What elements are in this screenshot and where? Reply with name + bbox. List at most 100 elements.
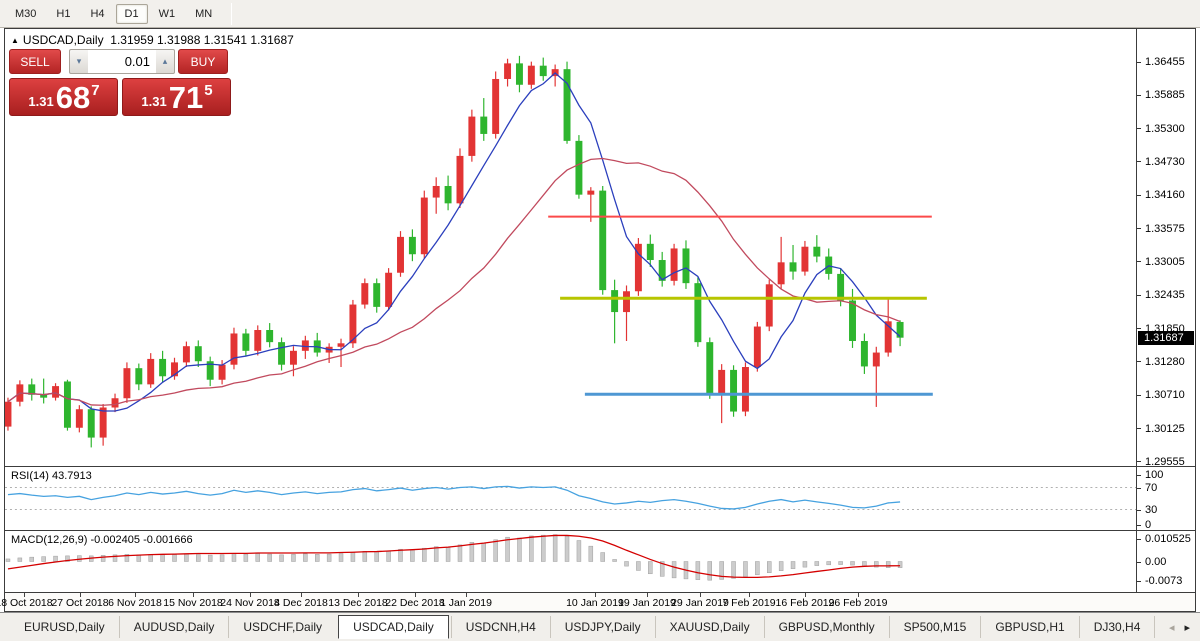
price-axis-tick	[1137, 394, 1141, 396]
price-axis-tick	[1137, 61, 1141, 63]
buy-button[interactable]: BUY	[178, 49, 228, 74]
timeframe-button-d1[interactable]: D1	[115, 3, 148, 24]
date-axis-tick	[700, 593, 701, 597]
chart-tab-bar: EURUSD,Daily AUDUSD,Daily USDCHF,Daily USDC…	[0, 612, 1200, 641]
date-axis-label: 26 Feb 2019	[828, 597, 888, 609]
date-axis-label: 15 Nov 2018	[163, 597, 223, 609]
price-axis-tick	[1137, 194, 1141, 196]
date-scale[interactable]: 18 Oct 2018 27 Oct 2018 6 Nov 2018 15 Nov 2…	[0, 593, 1195, 611]
rsi-pane[interactable]: RSI(14) 43.7913	[5, 467, 1137, 531]
buy-price-main: 71	[168, 80, 204, 115]
sell-price-panel[interactable]: 1.31 68 7	[9, 78, 118, 116]
chart-tab-dj30-h4[interactable]: DJ30,H4	[1078, 616, 1155, 638]
timeframe-toolbar: M30 H1 H4 D1 W1 MN	[0, 0, 1200, 28]
rsi-axis-tick	[1137, 487, 1141, 489]
chart-tab-sp500-m15[interactable]: SP500,M15	[888, 616, 981, 638]
sell-price-main: 68	[55, 80, 91, 115]
price-axis-label: 1.36455	[1145, 56, 1185, 68]
rsi-label: RSI(14) 43.7913	[11, 470, 92, 482]
volume-input[interactable]	[88, 49, 156, 74]
timeframe-button-mn[interactable]: MN	[195, 7, 213, 20]
toolbar-separator	[231, 2, 233, 25]
tabs-scroll-left-button[interactable]: ◂	[1168, 621, 1175, 634]
price-axis-label: 1.35885	[1145, 89, 1185, 102]
macd-pane[interactable]: MACD(12,26,9) -0.002405 -0.001666	[5, 531, 1137, 593]
macd-label: MACD(12,26,9) -0.002405 -0.001666	[11, 534, 193, 546]
date-axis-label: 18 Oct 2018	[0, 597, 53, 609]
date-axis-label: 6 Nov 2018	[108, 597, 162, 609]
one-click-panel-toggle-icon[interactable]: ▲	[11, 36, 19, 45]
candlestick-chart[interactable]	[5, 29, 1136, 466]
date-axis-tick	[858, 593, 859, 597]
chart-window: ▲ USDCAD,Daily 1.31959 1.31988 1.31541 1.…	[0, 28, 1196, 612]
rsi-chart[interactable]	[5, 467, 1136, 530]
chart-tab-xauusd-daily[interactable]: XAUUSD,Daily	[654, 616, 764, 638]
macd-axis-label: 0.010525	[1145, 533, 1191, 545]
timeframe-button-m30[interactable]: M30	[15, 7, 37, 20]
price-chart-pane[interactable]: ▲ USDCAD,Daily 1.31959 1.31988 1.31541 1.…	[5, 29, 1137, 467]
chart-tab-usdjpy-daily[interactable]: USDJPY,Daily	[549, 616, 655, 638]
chart-tab-usdchf-daily[interactable]: USDCHF,Daily	[228, 616, 336, 638]
date-axis-tick	[466, 593, 467, 597]
sell-price-prefix: 1.31	[28, 94, 54, 109]
date-axis-label: 4 Dec 2018	[274, 597, 328, 609]
price-axis-label: 1.34730	[1145, 155, 1185, 168]
rsi-axis-label: 0	[1145, 519, 1152, 531]
date-axis-tick	[595, 593, 596, 597]
price-axis-tick	[1137, 328, 1141, 330]
date-axis-label: 29 Jan 2019	[671, 597, 729, 609]
chart-tab-audusd-daily[interactable]: AUDUSD,Daily	[118, 616, 229, 638]
price-scale[interactable]: 1.36455 1.35885 1.35300 1.34730 1.34160 1.335…	[1137, 29, 1195, 467]
chart-tab-gbpusd-h1[interactable]: GBPUSD,H1	[980, 616, 1078, 638]
macd-scale[interactable]: 0.010525 0.00 -0.0073	[1137, 531, 1195, 593]
price-axis-tick	[1137, 228, 1141, 230]
chart-title: ▲ USDCAD,Daily 1.31959 1.31988 1.31541 1.…	[11, 33, 294, 47]
timeframe-button-h4[interactable]: H4	[90, 7, 105, 20]
macd-axis-tick	[1137, 539, 1141, 540]
chevron-down-icon: ▾	[76, 56, 82, 66]
volume-decrease-button[interactable]: ▾	[69, 49, 88, 74]
date-axis-tick	[80, 593, 81, 597]
macd-signal-line	[7, 534, 901, 578]
date-axis-label: 27 Oct 2018	[51, 597, 109, 609]
tabs-scroll-right-button[interactable]: ▸	[1184, 621, 1190, 634]
chart-tab-gbpusd-monthly[interactable]: GBPUSD,Monthly	[763, 616, 889, 638]
price-axis-label: 1.29555	[1145, 455, 1185, 467]
price-axis-label: 1.33575	[1145, 222, 1185, 235]
volume-increase-button[interactable]: ▴	[156, 49, 175, 74]
rsi-axis-tick	[1137, 475, 1141, 476]
chart-title-ohlc: 1.31959 1.31988 1.31541 1.31687	[110, 33, 294, 47]
price-axis-tick	[1137, 161, 1141, 163]
timeframe-button-h1[interactable]: H1	[56, 7, 71, 20]
date-axis-label: 10 Jan 2019	[566, 597, 624, 609]
timeframe-button-w1[interactable]: W1	[158, 7, 176, 20]
price-axis-label: 1.32435	[1145, 289, 1185, 302]
rsi-axis-label: 100	[1145, 469, 1164, 481]
buy-price-pip: 5	[204, 82, 213, 99]
date-axis-label: 22 Dec 2018	[385, 597, 445, 609]
date-axis-tick	[805, 593, 806, 597]
rsi-axis-label: 30	[1145, 504, 1158, 517]
candles-group	[5, 55, 904, 448]
price-axis-tick	[1137, 294, 1141, 296]
chart-tab-usdcad-daily[interactable]: USDCAD,Daily	[338, 615, 449, 639]
price-axis-label: 1.30125	[1145, 422, 1185, 435]
rsi-axis-tick	[1137, 525, 1141, 526]
date-axis-tick	[193, 593, 194, 597]
buy-price-panel[interactable]: 1.31 71 5	[122, 78, 231, 116]
price-axis-tick	[1137, 94, 1141, 96]
rsi-scale[interactable]: 100 70 30 0	[1137, 467, 1195, 531]
date-axis-tick	[135, 593, 136, 597]
chart-tab-usdcnh-h4[interactable]: USDCNH,H4	[450, 616, 550, 638]
date-axis-label: 19 Jan 2019	[618, 597, 676, 609]
sell-button[interactable]: SELL	[9, 49, 61, 74]
date-axis-label: 1 Jan 2019	[440, 597, 492, 609]
chart-tab-tech100-h1[interactable]: TECH100,H1	[1154, 616, 1165, 638]
rsi-axis-label: 70	[1145, 481, 1158, 494]
price-axis-label: 1.31280	[1145, 355, 1185, 368]
chart-tab-eurusd-daily[interactable]: EURUSD,Daily	[24, 620, 105, 634]
macd-axis-tick	[1137, 562, 1141, 563]
macd-chart[interactable]	[5, 531, 1136, 592]
date-axis-tick	[250, 593, 251, 597]
